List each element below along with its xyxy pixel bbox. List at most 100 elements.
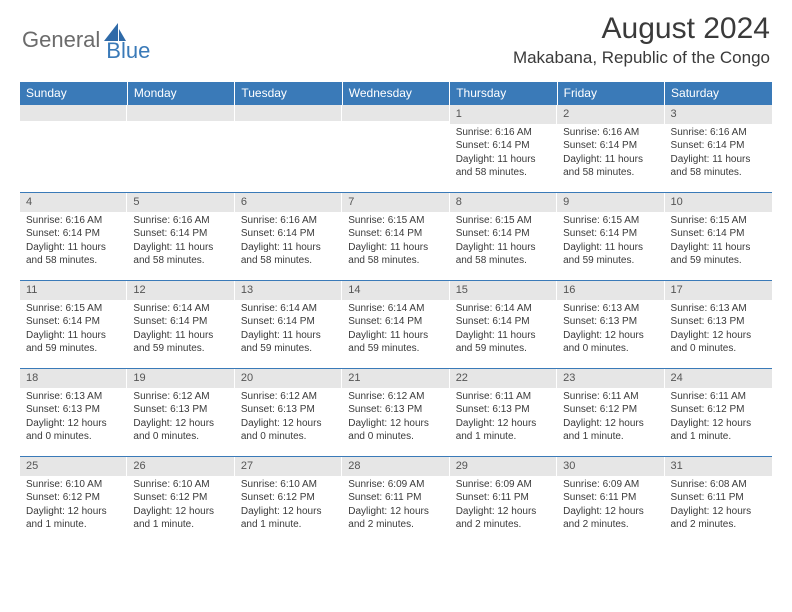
daylight-text: Daylight: 11 hours and 59 minutes.	[241, 329, 336, 356]
day-number: 31	[665, 457, 772, 476]
day-content: Sunrise: 6:14 AMSunset: 6:14 PMDaylight:…	[235, 300, 342, 360]
sunset-text: Sunset: 6:14 PM	[348, 315, 443, 329]
calendar-cell	[342, 105, 449, 193]
calendar-cell: 11Sunrise: 6:15 AMSunset: 6:14 PMDayligh…	[20, 281, 127, 369]
day-content: Sunrise: 6:16 AMSunset: 6:14 PMDaylight:…	[20, 212, 127, 272]
day-number: 16	[557, 281, 664, 300]
weekday-header: Sunday	[20, 82, 127, 105]
day-content: Sunrise: 6:10 AMSunset: 6:12 PMDaylight:…	[235, 476, 342, 536]
sunrise-text: Sunrise: 6:14 AM	[133, 302, 228, 316]
sunset-text: Sunset: 6:12 PM	[241, 491, 336, 505]
day-content: Sunrise: 6:12 AMSunset: 6:13 PMDaylight:…	[235, 388, 342, 448]
calendar-cell: 4Sunrise: 6:16 AMSunset: 6:14 PMDaylight…	[20, 193, 127, 281]
day-number: 9	[557, 193, 664, 212]
daylight-text: Daylight: 11 hours and 59 minutes.	[133, 329, 228, 356]
month-title: August 2024	[513, 12, 770, 46]
sunset-text: Sunset: 6:14 PM	[133, 315, 228, 329]
day-content: Sunrise: 6:14 AMSunset: 6:14 PMDaylight:…	[342, 300, 449, 360]
daylight-text: Daylight: 12 hours and 0 minutes.	[671, 329, 766, 356]
daylight-text: Daylight: 11 hours and 58 minutes.	[133, 241, 228, 268]
day-content: Sunrise: 6:12 AMSunset: 6:13 PMDaylight:…	[342, 388, 449, 448]
brand-part1: General	[22, 27, 100, 53]
daylight-text: Daylight: 12 hours and 1 minute.	[563, 417, 658, 444]
daylight-text: Daylight: 12 hours and 0 minutes.	[348, 417, 443, 444]
day-content: Sunrise: 6:09 AMSunset: 6:11 PMDaylight:…	[342, 476, 449, 536]
daylight-text: Daylight: 11 hours and 58 minutes.	[456, 153, 551, 180]
day-number: 26	[127, 457, 234, 476]
day-number: 25	[20, 457, 127, 476]
day-number	[235, 105, 342, 121]
sunrise-text: Sunrise: 6:14 AM	[348, 302, 443, 316]
day-content: Sunrise: 6:09 AMSunset: 6:11 PMDaylight:…	[557, 476, 664, 536]
day-number: 4	[20, 193, 127, 212]
sunset-text: Sunset: 6:14 PM	[456, 315, 551, 329]
weekday-header: Tuesday	[235, 82, 342, 105]
day-content: Sunrise: 6:16 AMSunset: 6:14 PMDaylight:…	[235, 212, 342, 272]
header: General Blue August 2024 Makabana, Repub…	[0, 0, 792, 74]
sunset-text: Sunset: 6:13 PM	[26, 403, 121, 417]
day-number: 15	[450, 281, 557, 300]
day-number: 29	[450, 457, 557, 476]
daylight-text: Daylight: 12 hours and 2 minutes.	[671, 505, 766, 532]
sunrise-text: Sunrise: 6:16 AM	[241, 214, 336, 228]
sunset-text: Sunset: 6:14 PM	[671, 139, 766, 153]
sunset-text: Sunset: 6:12 PM	[26, 491, 121, 505]
day-number: 1	[450, 105, 557, 124]
sunset-text: Sunset: 6:11 PM	[563, 491, 658, 505]
sunset-text: Sunset: 6:14 PM	[456, 139, 551, 153]
day-content: Sunrise: 6:15 AMSunset: 6:14 PMDaylight:…	[450, 212, 557, 272]
sunrise-text: Sunrise: 6:13 AM	[26, 390, 121, 404]
sunset-text: Sunset: 6:13 PM	[133, 403, 228, 417]
sunrise-text: Sunrise: 6:10 AM	[241, 478, 336, 492]
calendar-cell: 18Sunrise: 6:13 AMSunset: 6:13 PMDayligh…	[20, 369, 127, 457]
calendar-cell: 10Sunrise: 6:15 AMSunset: 6:14 PMDayligh…	[665, 193, 772, 281]
brand-logo: General Blue	[22, 16, 150, 64]
calendar-cell: 15 Sunrise: 6:14 AMSunset: 6:14 PMDayligh…	[450, 281, 557, 369]
calendar-cell: 3Sunrise: 6:16 AMSunset: 6:14 PMDaylight…	[665, 105, 772, 193]
sunset-text: Sunset: 6:13 PM	[456, 403, 551, 417]
sunrise-text: Sunrise: 6:09 AM	[348, 478, 443, 492]
sunrise-text: Sunrise: 6:12 AM	[133, 390, 228, 404]
calendar-table: Sunday Monday Tuesday Wednesday Thursday…	[20, 82, 772, 545]
daylight-text: Daylight: 11 hours and 59 minutes.	[348, 329, 443, 356]
day-number: 10	[665, 193, 772, 212]
daylight-text: Daylight: 12 hours and 0 minutes.	[563, 329, 658, 356]
brand-part2: Blue	[106, 38, 150, 64]
day-number: 12	[127, 281, 234, 300]
daylight-text: Daylight: 12 hours and 0 minutes.	[26, 417, 121, 444]
daylight-text: Daylight: 12 hours and 1 minute.	[26, 505, 121, 532]
sunset-text: Sunset: 6:14 PM	[456, 227, 551, 241]
calendar-cell: 2Sunrise: 6:16 AMSunset: 6:14 PMDaylight…	[557, 105, 664, 193]
sunset-text: Sunset: 6:11 PM	[348, 491, 443, 505]
calendar-cell: 16Sunrise: 6:13 AMSunset: 6:13 PMDayligh…	[557, 281, 664, 369]
sunset-text: Sunset: 6:14 PM	[133, 227, 228, 241]
sunrise-text: Sunrise: 6:08 AM	[671, 478, 766, 492]
daylight-text: Daylight: 12 hours and 1 minute.	[456, 417, 551, 444]
day-number: 5	[127, 193, 234, 212]
calendar-cell: 9Sunrise: 6:15 AMSunset: 6:14 PMDaylight…	[557, 193, 664, 281]
sunrise-text: Sunrise: 6:13 AM	[563, 302, 658, 316]
sunrise-text: Sunrise: 6:16 AM	[671, 126, 766, 140]
sunrise-text: Sunrise: 6:14 AM	[456, 302, 551, 316]
day-content: Sunrise: 6:11 AMSunset: 6:12 PMDaylight:…	[557, 388, 664, 448]
sunset-text: Sunset: 6:14 PM	[26, 315, 121, 329]
day-content: Sunrise: 6:14 AMSunset: 6:14 PMDaylight:…	[127, 300, 234, 360]
calendar-cell: 13Sunrise: 6:14 AMSunset: 6:14 PMDayligh…	[235, 281, 342, 369]
day-number: 21	[342, 369, 449, 388]
sunrise-text: Sunrise: 6:10 AM	[26, 478, 121, 492]
weekday-header: Wednesday	[342, 82, 449, 105]
day-number: 3	[665, 105, 772, 124]
day-content: Sunrise: 6:10 AMSunset: 6:12 PMDaylight:…	[20, 476, 127, 536]
day-number	[127, 105, 234, 121]
daylight-text: Daylight: 12 hours and 2 minutes.	[456, 505, 551, 532]
weekday-header: Monday	[127, 82, 234, 105]
daylight-text: Daylight: 11 hours and 59 minutes.	[456, 329, 551, 356]
daylight-text: Daylight: 12 hours and 2 minutes.	[563, 505, 658, 532]
daylight-text: Daylight: 12 hours and 0 minutes.	[241, 417, 336, 444]
daylight-text: Daylight: 12 hours and 1 minute.	[671, 417, 766, 444]
calendar-cell	[235, 105, 342, 193]
day-content: Sunrise: 6:15 AMSunset: 6:14 PMDaylight:…	[342, 212, 449, 272]
day-number: 23	[557, 369, 664, 388]
calendar-cell: 8Sunrise: 6:15 AMSunset: 6:14 PMDaylight…	[450, 193, 557, 281]
sunset-text: Sunset: 6:13 PM	[348, 403, 443, 417]
